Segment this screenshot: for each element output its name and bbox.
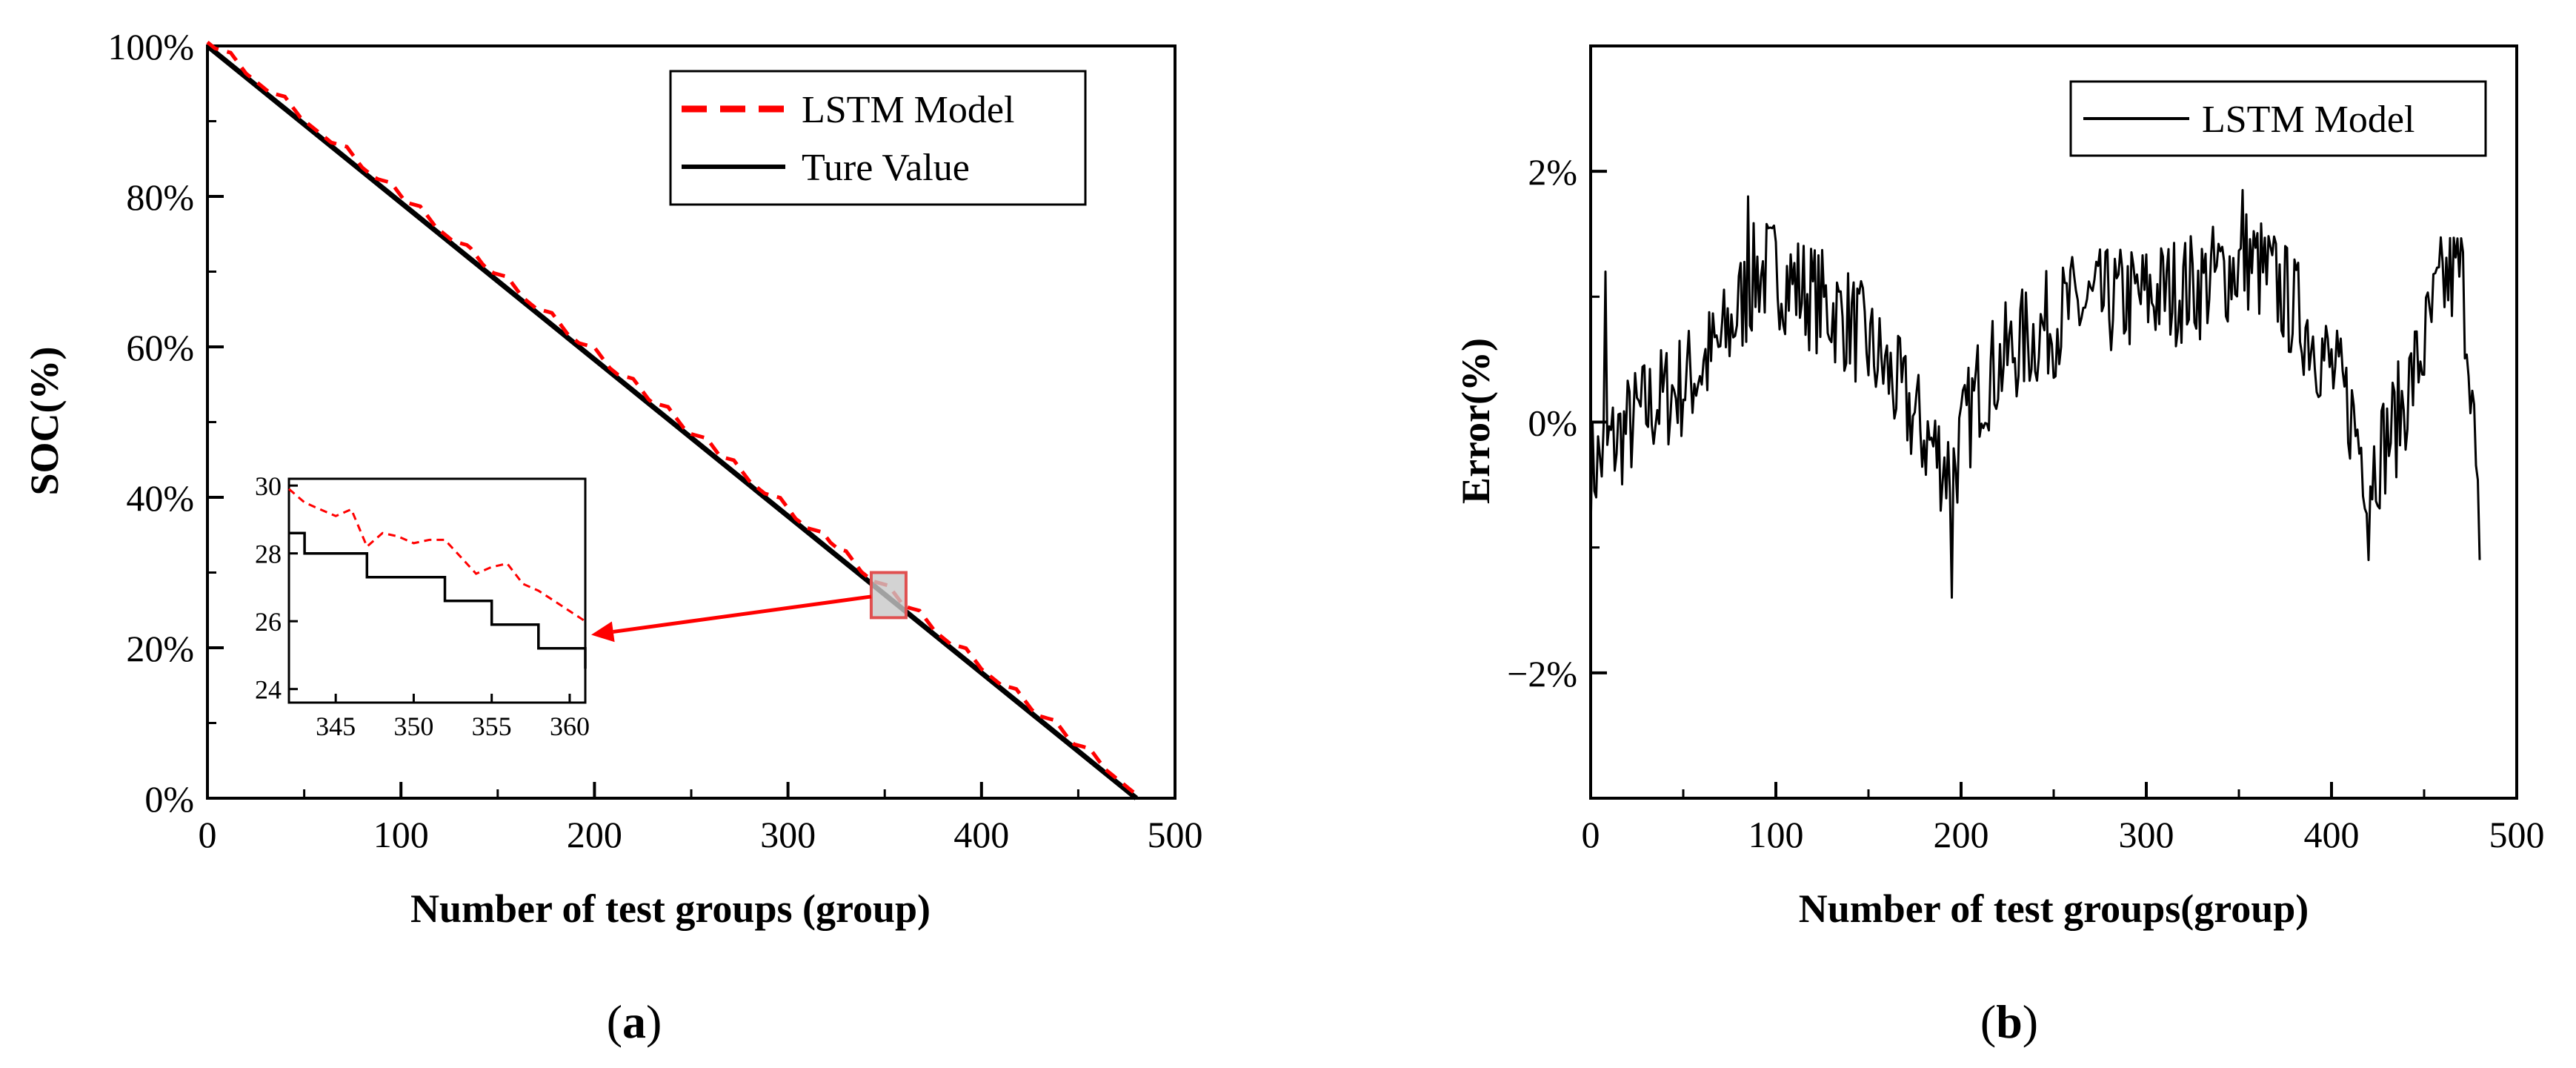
series-error-line (1589, 189, 2481, 599)
b-x-tick-label-300: 300 (2119, 814, 2174, 855)
b-y-tick-label-0: 0% (1528, 402, 1577, 444)
y-axis-title-a: SOC(%) (22, 347, 67, 496)
inset-y-tick-label-30: 30 (255, 471, 282, 501)
inset-x-tick-label-350: 350 (393, 712, 433, 741)
panel-a-soc-chart: 0 100 200 300 400 500 0%20%40%60%80%100% 345 3… (22, 26, 1203, 1048)
b-x-tick-label-0: 0 (1582, 814, 1600, 855)
b-x-tick-label-100: 100 (1748, 814, 1804, 855)
a-y-tick-label-60: 60% (126, 327, 194, 368)
b-x-tick-label-200: 200 (1934, 814, 1989, 855)
y-axis-title-b: Error(%) (1454, 338, 1498, 504)
b-y-tick-label--2: −2% (1507, 653, 1577, 694)
zoom-highlight-box (869, 571, 908, 620)
a-x-tick-label-300: 300 (760, 814, 816, 855)
x-axis-title-b: Number of test groups(group) (1799, 886, 2309, 931)
panel-a-close-paren: ) (646, 995, 662, 1048)
legend-b-lstm-label: LSTM Model (2202, 99, 2414, 141)
panel-a-open-paren: ( (607, 995, 622, 1048)
panel-label-b: (b) (1980, 995, 2038, 1048)
zoom-arrow (613, 594, 872, 634)
plot-frame-b (1589, 44, 2518, 800)
b-x-tick-label-500: 500 (2489, 814, 2545, 855)
a-y-tick-label-100: 100% (107, 26, 194, 67)
legend-a: LSTM Model Ture Value (669, 70, 1087, 206)
y-tick-labels-a: 0% 20% 40% 60% 80% 100% (107, 26, 194, 820)
b-y-tick-label-2: 2% (1528, 151, 1577, 193)
inset-tick-marks (289, 484, 571, 703)
inset-lstm-model-line (288, 488, 586, 623)
zoom-arrowhead (591, 621, 615, 643)
inset-series (288, 488, 587, 669)
series-b (1589, 189, 2481, 599)
inset-x-tick-label-360: 360 (550, 712, 590, 741)
inset-zoom-chart: 345 350 355 360 24 26 28 30 (255, 471, 590, 741)
a-x-tick-label-400: 400 (953, 814, 1009, 855)
inset-y-tick-label-24: 24 (255, 675, 282, 705)
x-axis-title-a: Number of test groups (group) (410, 886, 931, 931)
panel-b-close-paren: ) (2023, 995, 2038, 1048)
series-true-value-line (205, 44, 1139, 800)
inset-frame (287, 477, 587, 704)
inset-x-tick-labels: 345 350 355 360 (316, 712, 590, 741)
a-x-tick-label-0: 0 (199, 814, 217, 855)
b-x-tick-label-400: 400 (2304, 814, 2360, 855)
legend-b: LSTM Model (2069, 80, 2487, 157)
series-lstm-model-line (206, 40, 1138, 796)
panel-b-open-paren: ( (1980, 995, 1996, 1048)
inset-true-value-line (289, 531, 587, 669)
legend-a-box (669, 70, 1087, 206)
inset-y-tick-label-28: 28 (255, 540, 282, 569)
y-tick-labels-b: −2% 0% 2% (1507, 151, 1577, 694)
inset-y-tick-label-26: 26 (255, 607, 282, 637)
series-a (205, 40, 1139, 800)
legend-a-lstm-label: LSTM Model (802, 89, 1014, 131)
inset-x-tick-label-355: 355 (472, 712, 512, 741)
x-tick-labels-b: 0 100 200 300 400 500 (1582, 814, 2545, 855)
a-x-tick-label-100: 100 (373, 814, 429, 855)
legend-a-true-label: Ture Value (802, 147, 970, 189)
panel-b-error-chart: 0 100 200 300 400 500 −2% 0% 2% LSTM Model Numb… (1454, 44, 2545, 1048)
panel-a-letter: a (622, 995, 646, 1048)
a-x-tick-label-200: 200 (567, 814, 622, 855)
panel-label-a: (a) (607, 995, 662, 1048)
a-x-tick-label-500: 500 (1148, 814, 1203, 855)
inset-y-tick-labels: 24 26 28 30 (255, 471, 282, 705)
panel-b-letter: b (1996, 995, 2023, 1048)
x-tick-labels-a: 0 100 200 300 400 500 (199, 814, 1203, 855)
a-y-tick-label-20: 20% (126, 628, 194, 669)
a-y-tick-label-0: 0% (144, 778, 194, 820)
inset-x-tick-label-345: 345 (316, 712, 356, 741)
a-y-tick-label-80: 80% (126, 176, 194, 218)
tick-marks-b (1589, 44, 2518, 800)
a-y-tick-label-40: 40% (126, 477, 194, 519)
